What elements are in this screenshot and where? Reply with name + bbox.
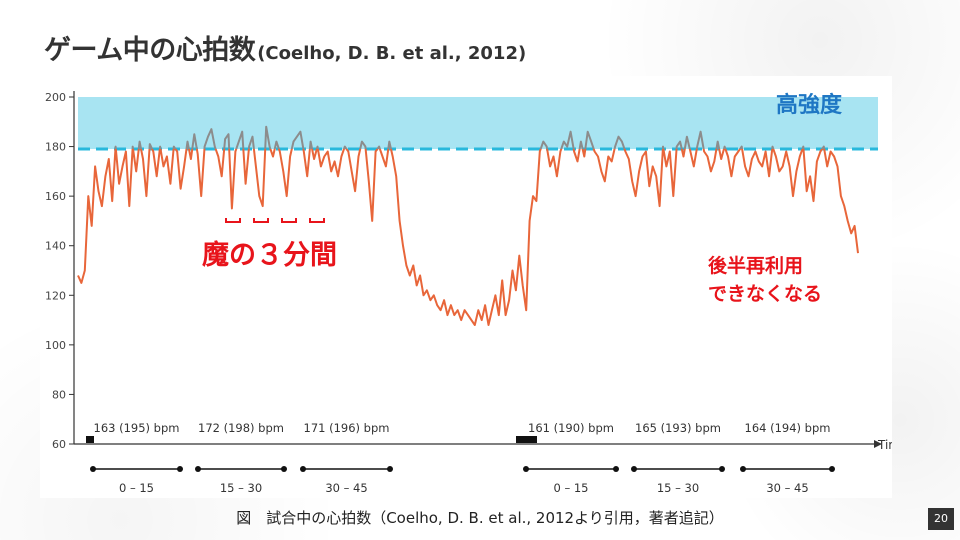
segment-endpoint — [90, 466, 96, 472]
segment-endpoint — [281, 466, 287, 472]
annotation-magic-three-minutes: 魔の３分間 — [202, 240, 337, 271]
slide-title: ゲーム中の心拍数 (Coelho, D. B. et al., 2012) — [44, 28, 526, 67]
high-intensity-band — [78, 97, 878, 149]
bracket-1 — [225, 218, 241, 223]
hr-line-above-threshold — [114, 125, 826, 150]
bracket-2 — [253, 218, 269, 223]
segment-time-label: 30 – 45 — [325, 481, 367, 495]
segment-time-label: 15 – 30 — [657, 481, 699, 495]
segment-bpm-label: 171 (196) bpm — [304, 421, 390, 435]
y-tick-label: 100 — [45, 339, 66, 352]
bracket-3 — [281, 218, 297, 223]
segment-time-label: 0 – 15 — [553, 481, 588, 495]
segment-endpoint — [300, 466, 306, 472]
y-tick-label: 200 — [45, 91, 66, 104]
y-tick-label: 60 — [52, 438, 66, 451]
segment-endpoint — [195, 466, 201, 472]
segment-endpoint — [523, 466, 529, 472]
time-segments: 163 (195) bpm 0 – 15 172 (198) bpm 15 – 30 1… — [90, 421, 835, 495]
segment-bpm-label: 172 (198) bpm — [198, 421, 284, 435]
y-tick-label: 140 — [45, 240, 66, 253]
segment-endpoint — [387, 466, 393, 472]
segment-endpoint — [829, 466, 835, 472]
segment-bpm-label: 163 (195) bpm — [94, 421, 180, 435]
hr-lines — [77, 125, 859, 326]
segment-time-label: 30 – 45 — [766, 481, 808, 495]
segment-endpoint — [613, 466, 619, 472]
y-tick-label: 180 — [45, 141, 66, 154]
hr-line-series — [77, 149, 859, 326]
segment-time-label: 0 – 15 — [119, 481, 154, 495]
start-marker-second-half — [516, 436, 537, 443]
y-tick-label: 80 — [52, 388, 66, 401]
y-tick-label: 120 — [45, 289, 66, 302]
segment-endpoint — [719, 466, 725, 472]
magic-three-brackets — [225, 218, 325, 223]
segment-endpoint — [631, 466, 637, 472]
x-axis-label: Time — [877, 438, 892, 452]
y-axis: 60 80 100 120 140 160 180 200 — [45, 91, 75, 451]
bracket-4 — [309, 218, 325, 223]
figure-caption: 図 試合中の心拍数（Coelho, D. B. et al., 2012より引用… — [236, 509, 724, 527]
chart-panel: 60 80 100 120 140 160 180 200 Time 163 (195) bp… — [40, 76, 907, 498]
start-marker-first-half — [86, 436, 94, 443]
slide-title-citation: (Coelho, D. B. et al., 2012) — [257, 43, 527, 64]
page-number: 20 — [928, 508, 954, 530]
annotation-second-half-line2: できなくなる — [708, 283, 822, 305]
y-tick-label: 160 — [45, 190, 66, 203]
segment-bpm-label: 161 (190) bpm — [528, 421, 614, 435]
slide-title-text: ゲーム中の心拍数 — [44, 35, 256, 66]
segment-bpm-label: 164 (194) bpm — [745, 421, 831, 435]
segment-time-label: 15 – 30 — [220, 481, 262, 495]
segment-bpm-label: 165 (193) bpm — [635, 421, 721, 435]
segment-endpoint — [740, 466, 746, 472]
annotation-high-intensity: 高強度 — [776, 92, 843, 118]
heart-rate-chart: 60 80 100 120 140 160 180 200 Time 163 (195) bp… — [45, 91, 907, 495]
segment-endpoint — [177, 466, 183, 472]
annotation-second-half-line1: 後半再利用 — [708, 254, 803, 277]
x-axis-arrow — [874, 440, 882, 448]
